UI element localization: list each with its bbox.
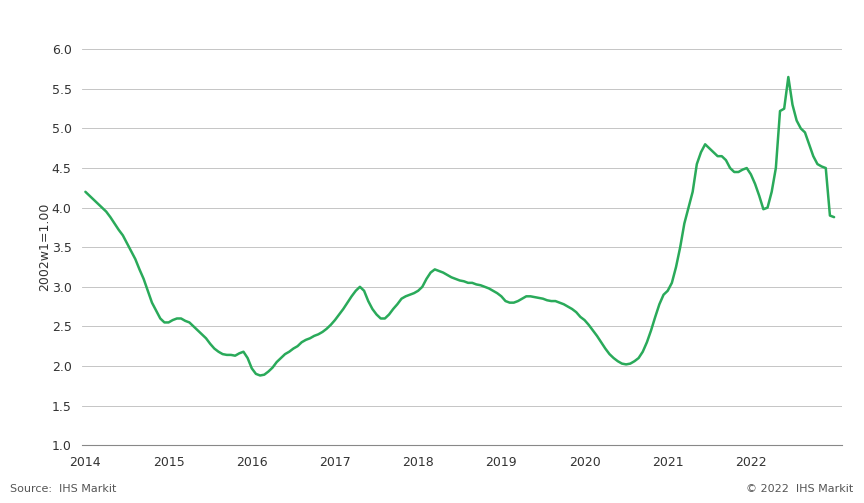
- Text: IHS Markit Materials  Price Index: IHS Markit Materials Price Index: [10, 16, 278, 33]
- Text: © 2022  IHS Markit: © 2022 IHS Markit: [746, 484, 854, 494]
- Y-axis label: 2002w1=1.00: 2002w1=1.00: [38, 203, 51, 291]
- Text: Source:  IHS Markit: Source: IHS Markit: [10, 484, 117, 494]
